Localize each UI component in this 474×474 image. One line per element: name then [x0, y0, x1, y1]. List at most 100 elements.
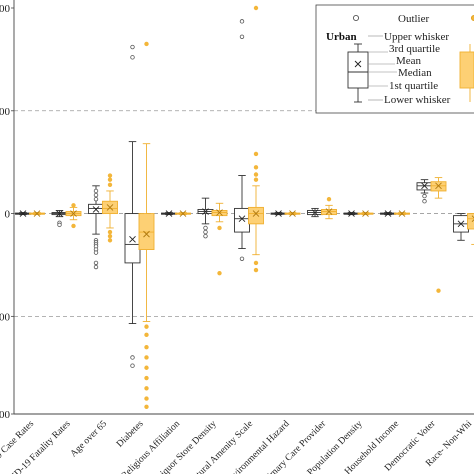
box-series2-3 [138, 41, 155, 410]
outlier-point [144, 365, 149, 370]
outlier-point [144, 332, 149, 338]
mean-marker [165, 210, 173, 217]
box-series2-5 [211, 202, 228, 276]
legend-title: Urban [326, 31, 357, 43]
outlier-point [130, 44, 135, 50]
outlier-point [144, 344, 149, 350]
box-iqr [248, 206, 264, 225]
mean-marker [106, 204, 114, 211]
outlier-point [107, 229, 113, 235]
box-urban-11 [416, 179, 433, 204]
outlier-point [217, 270, 222, 276]
mean-marker [289, 210, 296, 217]
box-urban-4 [161, 210, 177, 217]
mean-marker [398, 210, 406, 217]
mean-marker [202, 208, 209, 215]
outlier-point [253, 260, 259, 266]
y-tick-label: 00 [0, 311, 11, 323]
legend: Urban Outlier Upper whisker 3rd quartile… [315, 4, 474, 114]
mean-marker [252, 210, 260, 217]
outlier-point [253, 5, 259, 11]
outlier-point [107, 233, 113, 239]
box-series2-8 [321, 196, 337, 220]
box-series2-4 [175, 210, 191, 217]
box-urban-8 [307, 207, 323, 218]
outlier-point [253, 165, 259, 170]
outlier-point [57, 222, 62, 228]
box-urban-9 [343, 210, 360, 217]
outlier-point [253, 151, 259, 157]
box-urban-6 [234, 19, 250, 261]
outlier-point [71, 223, 76, 229]
outlier-point [144, 386, 149, 391]
mean-marker [435, 182, 442, 190]
outlier-point [326, 196, 332, 202]
legend-outlier-label: Outlier [398, 13, 429, 25]
y-tick-label: 00 [0, 3, 11, 15]
box-series2-12 [467, 213, 474, 245]
outlier-point [253, 267, 259, 273]
legend-box-urban [347, 51, 369, 89]
outlier-point [436, 288, 441, 293]
outlier-point [144, 355, 149, 360]
legend-q3-label: 3rd quartile [389, 43, 440, 55]
box-iqr [138, 213, 155, 250]
legend-mean-label: Mean [396, 55, 422, 67]
mean-marker [457, 220, 465, 228]
mean-marker [325, 208, 333, 215]
box-urban-3 [124, 44, 141, 368]
legend-q1-label: 1st quartile [389, 80, 438, 92]
box-series2-9 [357, 210, 374, 217]
mean-marker [70, 210, 77, 217]
outlier-point [71, 203, 76, 208]
outlier-point [93, 196, 99, 202]
outlier-point [107, 182, 113, 187]
legend-frame [315, 4, 474, 114]
outlier-point [93, 192, 99, 198]
legend-median-label: Median [398, 67, 432, 79]
mean-marker [92, 206, 100, 213]
outlier-point [107, 238, 113, 243]
mean-marker [129, 235, 136, 243]
box-urban-5 [197, 197, 214, 239]
legend-lower-whisker-label: Lower whisker [384, 94, 451, 106]
mean-marker [143, 230, 150, 238]
mean-marker [471, 215, 474, 223]
box-series2-7 [284, 210, 301, 217]
box-iqr [467, 213, 474, 230]
outlier-point [130, 355, 135, 360]
outlier-point [130, 55, 135, 60]
outlier-point [203, 233, 208, 239]
legend-outlier-marker-urban [352, 14, 360, 22]
mean-marker [362, 210, 369, 217]
box-series2-2 [102, 173, 118, 243]
mean-marker [384, 210, 392, 217]
mean-marker [19, 210, 27, 217]
y-tick-label: 00 [0, 106, 11, 118]
mean-marker [56, 210, 63, 217]
outlier-point [107, 177, 113, 182]
outlier-point [422, 193, 427, 199]
box-urban-7 [270, 210, 287, 217]
box-urban-2 [88, 185, 104, 270]
outlier-point [144, 396, 149, 401]
box-series2-11 [430, 177, 447, 293]
outlier-point [144, 404, 149, 410]
outlier-point [144, 375, 149, 381]
outlier-point [144, 324, 149, 329]
outlier-point [253, 172, 259, 177]
box-series2-1 [65, 203, 82, 229]
box-iqr [234, 207, 250, 233]
box-urban-12 [453, 213, 469, 241]
box-urban-10 [380, 210, 396, 217]
box-urban-1 [51, 210, 68, 228]
mean-marker [33, 210, 41, 217]
outlier-point [239, 34, 245, 39]
outlier-point [239, 19, 245, 24]
outlier-point [422, 199, 427, 204]
outlier-point [203, 225, 208, 231]
mean-marker [216, 209, 223, 216]
y-tick-label: 0 [5, 209, 11, 221]
